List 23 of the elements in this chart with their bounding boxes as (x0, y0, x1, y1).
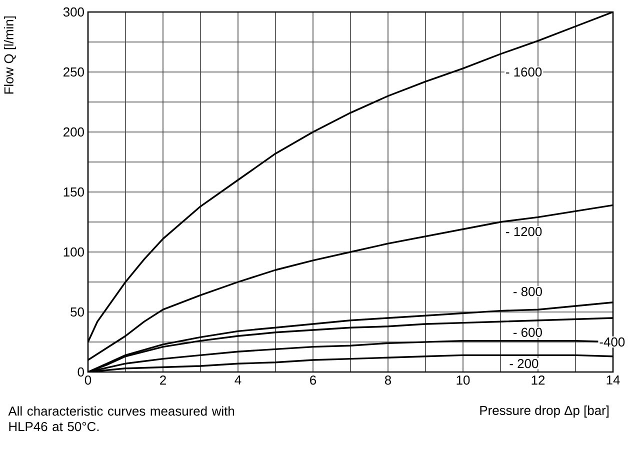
x-tick-label: 14 (606, 376, 620, 384)
x-tick-label: 2 (160, 376, 166, 385)
x-tick-label: 10 (456, 376, 470, 385)
y-tick-label: 0 (78, 367, 84, 377)
y-tick-label: 50 (70, 307, 84, 317)
x-tick-label: 6 (310, 376, 316, 385)
series-label: - 1600 (506, 67, 542, 77)
x-axis-title: Pressure drop Δp [bar] (480, 406, 609, 418)
x-tick-label: 8 (384, 376, 392, 385)
x-tick-label: 12 (532, 376, 545, 385)
series-label: - 1200 (506, 227, 542, 236)
series-label: - 200 (510, 359, 538, 368)
y-tick-label: 200 (64, 127, 84, 137)
x-tick-label: 4 (234, 376, 242, 384)
text: All characteristic curves measured with HLP46 at 50°C. (8, 406, 234, 432)
x-tick-label: 0 (84, 376, 92, 385)
y-tick-label: 100 (64, 247, 84, 257)
series-label: - 600 (514, 328, 542, 337)
y-tick-label: 300 (63, 7, 84, 17)
y-tick-label: 150 (64, 187, 84, 197)
series-label: - 800 (514, 287, 542, 296)
y-axis-title: Flow Q [l/min] (4, 16, 16, 94)
y-tick-label: 250 (64, 67, 84, 77)
